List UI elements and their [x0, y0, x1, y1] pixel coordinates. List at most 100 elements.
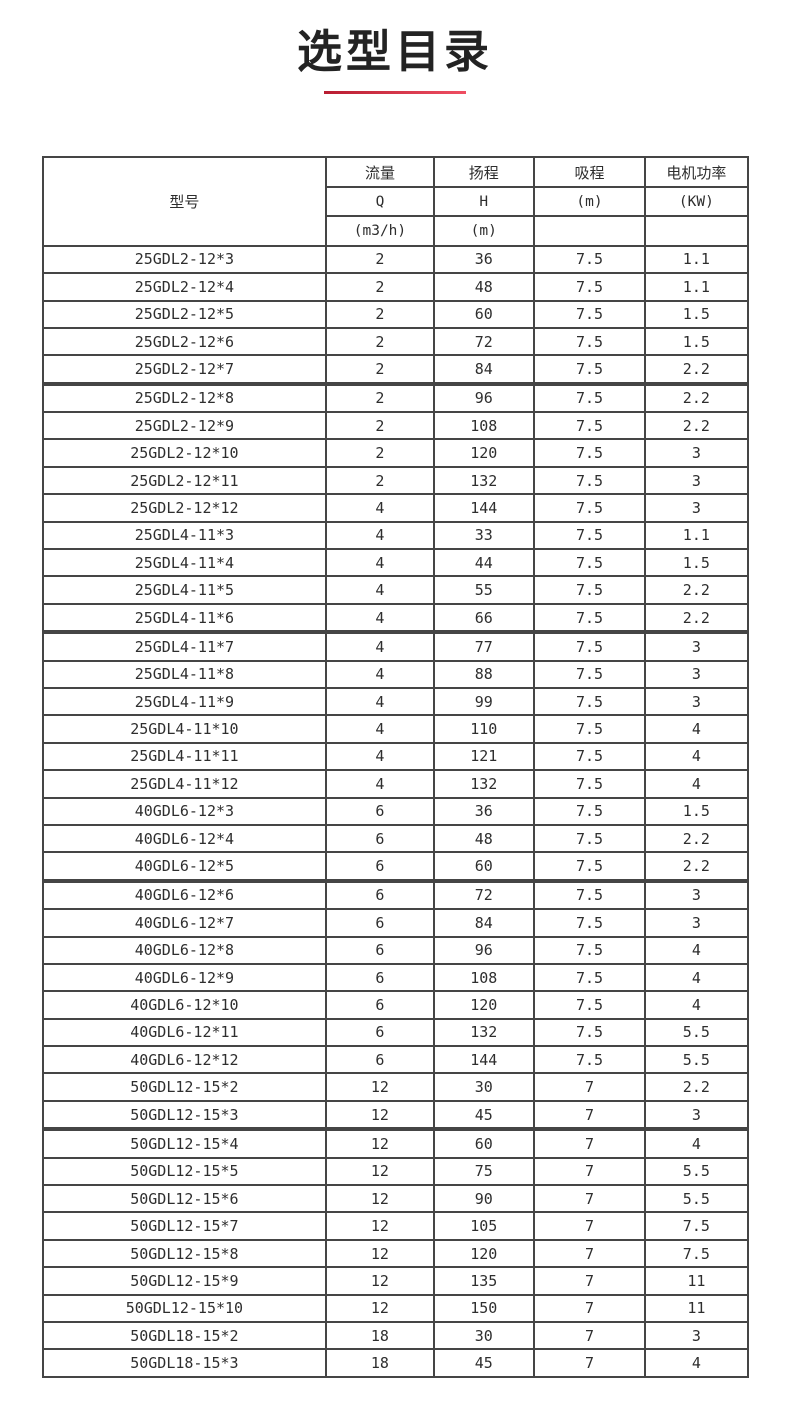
model-cell: 25GDL4-11*12 — [41, 769, 328, 799]
model-cell: 25GDL4-11*6 — [41, 602, 328, 634]
model-cell: 25GDL4-11*4 — [41, 548, 328, 578]
flow-cell: 12 — [325, 1238, 435, 1269]
head-cell: 72 — [432, 326, 535, 357]
suction-cell: 7 — [532, 1184, 647, 1214]
table-row: 25GDL4-11*9 4 99 7.5 3 — [41, 686, 749, 717]
flow-cell: 18 — [325, 1320, 435, 1351]
flow-cell: 4 — [325, 548, 435, 578]
table-row: 25GDL2-12*10 2 120 7.5 3 — [41, 438, 749, 468]
head-cell: 132 — [432, 465, 535, 496]
suction-cell: 7.5 — [532, 630, 647, 662]
table-row: 40GDL6-12*6 6 72 7.5 3 — [41, 878, 749, 911]
head-cell: 144 — [432, 1045, 535, 1075]
power-cell: 3 — [644, 465, 749, 496]
model-cell: 40GDL6-12*6 — [41, 878, 328, 911]
model-cell: 25GDL2-12*12 — [41, 493, 328, 523]
head-cell: 110 — [432, 714, 535, 744]
flow-cell: 4 — [325, 602, 435, 634]
flow-cell: 2 — [325, 326, 435, 357]
table-row: 25GDL4-11*6 4 66 7.5 2.2 — [41, 602, 749, 634]
head-cell: 36 — [432, 796, 535, 826]
model-cell: 25GDL2-12*5 — [41, 299, 328, 329]
head-cell: 90 — [432, 1184, 535, 1214]
model-cell: 50GDL12-15*6 — [41, 1184, 328, 1214]
table-row: 25GDL4-11*11 4 121 7.5 4 — [41, 741, 749, 772]
model-cell: 25GDL2-12*6 — [41, 326, 328, 357]
power-cell: 1.5 — [644, 796, 749, 826]
model-cell: 50GDL18-15*3 — [41, 1348, 328, 1378]
model-cell: 25GDL2-12*4 — [41, 272, 328, 302]
suction-cell: 7 — [532, 1238, 647, 1269]
table-row: 25GDL2-12*6 2 72 7.5 1.5 — [41, 326, 749, 357]
head-cell: 150 — [432, 1293, 535, 1323]
col-unit-suction: (m) — [532, 185, 647, 218]
head-cell: 84 — [432, 354, 535, 385]
suction-cell: 7.5 — [532, 769, 647, 799]
suction-cell: 7.5 — [532, 548, 647, 578]
col-header-suction: 吸程 — [532, 156, 647, 188]
power-cell: 11 — [644, 1293, 749, 1323]
flow-cell: 6 — [325, 962, 435, 993]
head-cell: 99 — [432, 686, 535, 717]
flow-cell: 4 — [325, 630, 435, 662]
head-cell: 135 — [432, 1266, 535, 1296]
model-cell: 50GDL12-15*3 — [41, 1099, 328, 1131]
power-cell: 3 — [644, 493, 749, 523]
suction-cell: 7.5 — [532, 935, 647, 965]
model-cell: 40GDL6-12*8 — [41, 935, 328, 965]
suction-cell: 7.5 — [532, 438, 647, 468]
model-cell: 40GDL6-12*12 — [41, 1045, 328, 1075]
table-row: 25GDL4-11*5 4 55 7.5 2.2 — [41, 575, 749, 605]
power-cell: 2.2 — [644, 851, 749, 882]
power-cell: 3 — [644, 878, 749, 911]
col-blank-power — [644, 215, 749, 247]
suction-cell: 7 — [532, 1266, 647, 1296]
table-row: 50GDL12-15*8 12 120 7 7.5 — [41, 1238, 749, 1269]
table-row: 40GDL6-12*3 6 36 7.5 1.5 — [41, 796, 749, 826]
flow-cell: 6 — [325, 935, 435, 965]
table-row: 25GDL4-11*7 4 77 7.5 3 — [41, 630, 749, 662]
flow-cell: 12 — [325, 1211, 435, 1241]
model-cell: 25GDL2-12*11 — [41, 465, 328, 496]
suction-cell: 7 — [532, 1320, 647, 1351]
power-cell: 4 — [644, 1127, 749, 1159]
power-cell: 3 — [644, 686, 749, 717]
table-row: 50GDL18-15*3 18 45 7 4 — [41, 1348, 749, 1378]
power-cell: 4 — [644, 769, 749, 799]
model-cell: 50GDL12-15*10 — [41, 1293, 328, 1323]
head-cell: 45 — [432, 1348, 535, 1378]
col-header-flow: 流量 — [325, 156, 435, 188]
power-cell: 4 — [644, 741, 749, 772]
flow-cell: 2 — [325, 244, 435, 275]
model-cell: 25GDL4-11*7 — [41, 630, 328, 662]
model-cell: 50GDL12-15*7 — [41, 1211, 328, 1241]
table-row: 25GDL2-12*9 2 108 7.5 2.2 — [41, 411, 749, 441]
head-cell: 108 — [432, 411, 535, 441]
model-cell: 50GDL12-15*5 — [41, 1156, 328, 1187]
suction-cell: 7.5 — [532, 244, 647, 275]
head-cell: 72 — [432, 878, 535, 911]
selection-catalog-table: 型号 流量 扬程 吸程 电机功率 Q H (m) (KW) (m3/h) (m)… — [41, 156, 749, 1378]
power-cell: 7.5 — [644, 1238, 749, 1269]
suction-cell: 7.5 — [532, 326, 647, 357]
header-row-1: 型号 流量 扬程 吸程 电机功率 — [41, 156, 749, 247]
suction-cell: 7.5 — [532, 686, 647, 717]
head-cell: 84 — [432, 908, 535, 938]
power-cell: 4 — [644, 1348, 749, 1378]
table-row: 40GDL6-12*8 6 96 7.5 4 — [41, 935, 749, 965]
head-cell: 132 — [432, 1017, 535, 1048]
power-cell: 11 — [644, 1266, 749, 1296]
power-cell: 3 — [644, 659, 749, 690]
flow-cell: 2 — [325, 299, 435, 329]
power-cell: 2.2 — [644, 823, 749, 854]
power-cell: 1.5 — [644, 326, 749, 357]
power-cell: 2.2 — [644, 602, 749, 634]
col-header-power: 电机功率 — [644, 156, 749, 188]
suction-cell: 7.5 — [532, 575, 647, 605]
head-cell: 121 — [432, 741, 535, 772]
model-cell: 25GDL4-11*11 — [41, 741, 328, 772]
model-cell: 40GDL6-12*9 — [41, 962, 328, 993]
power-cell: 1.5 — [644, 299, 749, 329]
col-unit-power: (KW) — [644, 185, 749, 218]
flow-cell: 6 — [325, 1017, 435, 1048]
